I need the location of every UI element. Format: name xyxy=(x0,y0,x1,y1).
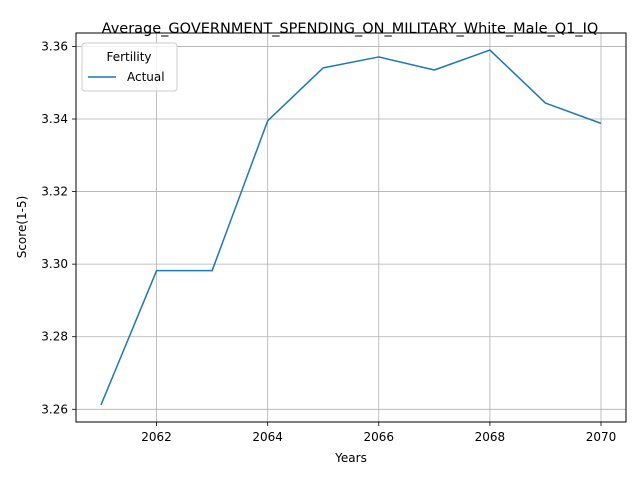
plot-frame xyxy=(75,32,627,423)
legend-box xyxy=(81,42,178,92)
x-tick-label: 2068 xyxy=(475,430,506,444)
x-axis-ticks: 2062 2064 2066 2068 2070 xyxy=(141,422,616,444)
y-tick-label: 3.26 xyxy=(41,402,68,416)
y-tick-label: 3.30 xyxy=(41,257,68,271)
y-tick-label: 3.34 xyxy=(41,112,68,126)
legend: Fertility Actual xyxy=(81,42,178,92)
y-tick-label: 3.32 xyxy=(41,185,68,199)
chart-title: Average_GOVERNMENT_SPENDING_ON_MILITARY_… xyxy=(102,21,599,37)
x-tick-label: 2064 xyxy=(252,430,283,444)
y-axis-label: Score(1-5) xyxy=(15,196,29,259)
series-line-actual xyxy=(100,49,602,406)
y-tick-label: 3.36 xyxy=(41,39,68,53)
x-tick-label: 2066 xyxy=(364,430,395,444)
x-axis-label: Years xyxy=(334,451,367,465)
legend-label-actual: Actual xyxy=(127,70,165,84)
x-tick-label: 2062 xyxy=(141,430,172,444)
legend-title: Fertility xyxy=(106,50,151,64)
y-tick-label: 3.28 xyxy=(41,330,68,344)
x-tick-label: 2070 xyxy=(586,430,617,444)
series-lines xyxy=(100,49,602,406)
y-axis-ticks: 3.26 3.28 3.30 3.32 3.34 3.36 xyxy=(41,39,76,416)
